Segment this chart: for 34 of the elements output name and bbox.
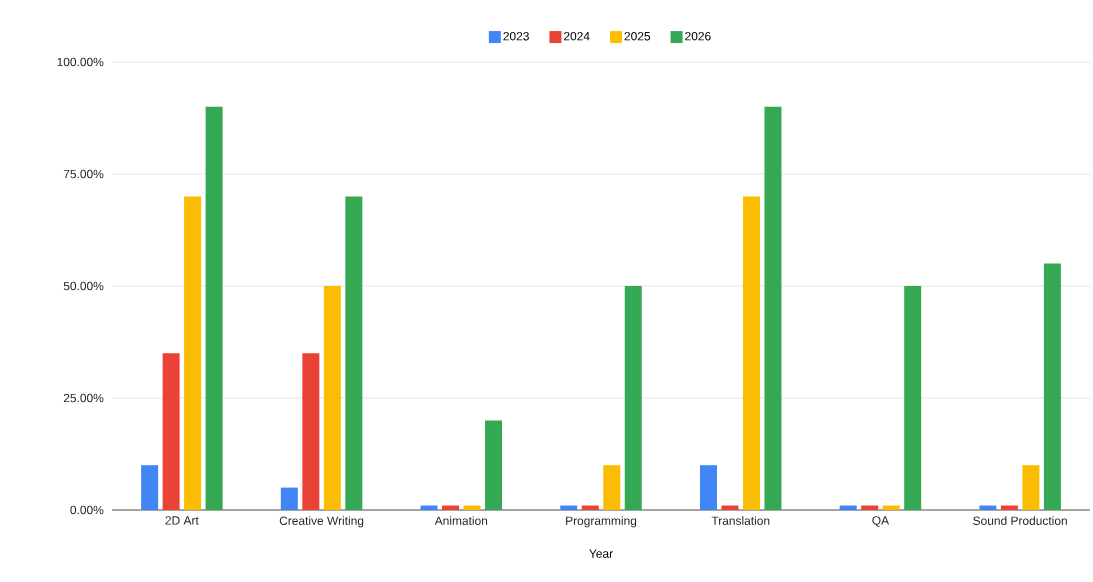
bar: [302, 353, 320, 510]
bar: [205, 106, 223, 510]
x-tick-label: Sound Production: [973, 516, 1067, 525]
y-tick-label: 0.00%: [70, 505, 104, 515]
bar: [603, 465, 621, 510]
bar: [485, 420, 503, 510]
x-tick-label: Programming: [566, 516, 637, 528]
legend-label: 2025: [624, 31, 651, 41]
y-tick-label: 50.00%: [63, 281, 104, 291]
x-tick-label: Translation: [711, 516, 770, 525]
bar: [345, 196, 363, 510]
legend-label: 2023: [503, 31, 529, 41]
bar: [323, 286, 341, 510]
x-tick-label: Animation: [434, 516, 488, 525]
y-tick-label: 100.00%: [57, 57, 104, 67]
bar: [162, 353, 180, 510]
bar: [742, 196, 760, 510]
bar: [280, 487, 298, 510]
y-tick-label: 25.00%: [63, 393, 104, 403]
legend-label: 2026: [685, 31, 711, 41]
x-axis-title: Year: [589, 549, 613, 558]
bar: [904, 286, 922, 510]
bar: [1043, 263, 1061, 510]
x-tick-label: QA: [872, 516, 890, 527]
bar: [141, 465, 159, 510]
x-tick-label: 2D Art: [165, 516, 199, 525]
y-tick-label: 75.00%: [63, 169, 104, 179]
bar: [1022, 465, 1040, 510]
bar: [184, 196, 202, 510]
x-tick-label: Creative Writing: [279, 516, 364, 528]
bar: [624, 286, 642, 510]
bar: [764, 106, 782, 510]
legend-label: 2024: [564, 31, 590, 41]
bar: [699, 465, 717, 510]
